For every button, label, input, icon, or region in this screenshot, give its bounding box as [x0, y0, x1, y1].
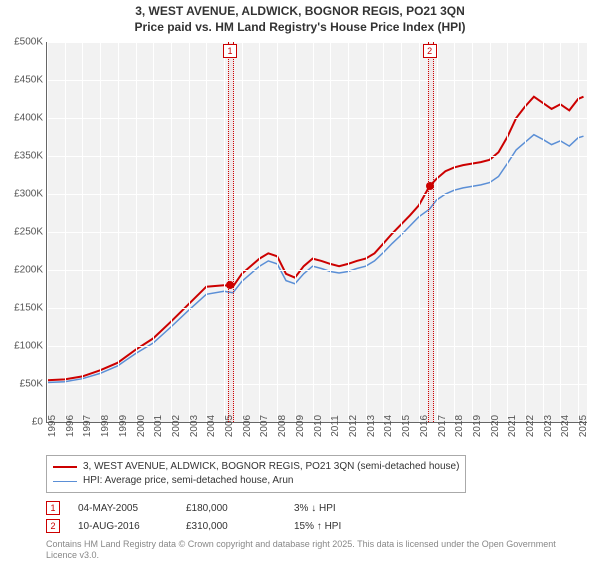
x-tick-label: 2017	[437, 415, 448, 437]
footnote: Contains HM Land Registry data © Crown c…	[46, 539, 586, 561]
x-tick-label: 1997	[82, 415, 93, 437]
sales-row-2: 2 10-AUG-2016 £310,000 15% ↑ HPI	[46, 517, 586, 535]
sale-delta-2: 15% ↑ HPI	[294, 521, 384, 532]
sale-dot	[426, 182, 434, 190]
chart-title: 3, WEST AVENUE, ALDWICK, BOGNOR REGIS, P…	[0, 0, 600, 35]
x-tick-label: 2008	[277, 415, 288, 437]
y-tick-label: £350K	[14, 151, 43, 162]
x-tick-label: 2013	[366, 415, 377, 437]
title-line-1: 3, WEST AVENUE, ALDWICK, BOGNOR REGIS, P…	[0, 4, 600, 20]
legend-swatch-2	[53, 481, 77, 482]
y-tick-label: £400K	[14, 113, 43, 124]
x-tick-label: 1996	[65, 415, 76, 437]
sale-date-2: 10-AUG-2016	[78, 521, 168, 532]
title-line-2: Price paid vs. HM Land Registry's House …	[0, 20, 600, 36]
x-tick-label: 1998	[100, 415, 111, 437]
sale-price-2: £310,000	[186, 521, 276, 532]
x-tick-label: 2020	[490, 415, 501, 437]
sale-date-1: 04-MAY-2005	[78, 503, 168, 514]
x-tick-label: 2019	[472, 415, 483, 437]
y-tick-label: £250K	[14, 227, 43, 238]
x-tick-label: 2014	[383, 415, 394, 437]
x-tick-label: 2004	[206, 415, 217, 437]
x-tick-label: 2024	[560, 415, 571, 437]
y-tick-label: £100K	[14, 341, 43, 352]
legend-label-2: HPI: Average price, semi-detached house,…	[83, 474, 294, 488]
sale-marker-flag: 1	[223, 44, 237, 58]
sale-delta-1: 3% ↓ HPI	[294, 503, 384, 514]
legend-row-2: HPI: Average price, semi-detached house,…	[53, 474, 459, 488]
x-tick-label: 2002	[171, 415, 182, 437]
legend-box: 3, WEST AVENUE, ALDWICK, BOGNOR REGIS, P…	[46, 455, 466, 493]
y-tick-label: £200K	[14, 265, 43, 276]
sale-price-1: £180,000	[186, 503, 276, 514]
x-tick-label: 1995	[47, 415, 58, 437]
x-tick-label: 2012	[348, 415, 359, 437]
legend-area: 3, WEST AVENUE, ALDWICK, BOGNOR REGIS, P…	[46, 455, 586, 561]
y-tick-label: £450K	[14, 75, 43, 86]
x-tick-label: 2003	[189, 415, 200, 437]
plot-area: £0£50K£100K£150K£200K£250K£300K£350K£400…	[46, 42, 587, 423]
series-line	[47, 97, 584, 381]
chart-container: 3, WEST AVENUE, ALDWICK, BOGNOR REGIS, P…	[0, 0, 600, 560]
x-tick-label: 2023	[543, 415, 554, 437]
x-tick-label: 2015	[401, 415, 412, 437]
y-tick-label: £150K	[14, 303, 43, 314]
x-tick-label: 2018	[454, 415, 465, 437]
y-tick-label: £0	[32, 417, 43, 428]
legend-label-1: 3, WEST AVENUE, ALDWICK, BOGNOR REGIS, P…	[83, 460, 459, 474]
x-tick-label: 2011	[330, 415, 341, 437]
x-tick-label: 2007	[259, 415, 270, 437]
sales-row-1: 1 04-MAY-2005 £180,000 3% ↓ HPI	[46, 499, 586, 517]
x-tick-label: 2000	[136, 415, 147, 437]
x-tick-label: 2009	[295, 415, 306, 437]
legend-row-1: 3, WEST AVENUE, ALDWICK, BOGNOR REGIS, P…	[53, 460, 459, 474]
x-tick-label: 2010	[313, 415, 324, 437]
sales-table: 1 04-MAY-2005 £180,000 3% ↓ HPI 2 10-AUG…	[46, 499, 586, 535]
x-tick-label: 2022	[525, 415, 536, 437]
sale-dot	[226, 281, 234, 289]
y-tick-label: £300K	[14, 189, 43, 200]
x-tick-label: 2021	[507, 415, 518, 437]
legend-swatch-1	[53, 466, 77, 468]
y-tick-label: £500K	[14, 37, 43, 48]
sale-marker-1: 1	[46, 501, 60, 515]
x-tick-label: 1999	[118, 415, 129, 437]
sale-marker-2: 2	[46, 519, 60, 533]
x-tick-label: 2006	[242, 415, 253, 437]
x-tick-label: 2001	[153, 415, 164, 437]
y-tick-label: £50K	[20, 379, 43, 390]
sale-marker-flag: 2	[423, 44, 437, 58]
x-tick-label: 2025	[578, 415, 589, 437]
